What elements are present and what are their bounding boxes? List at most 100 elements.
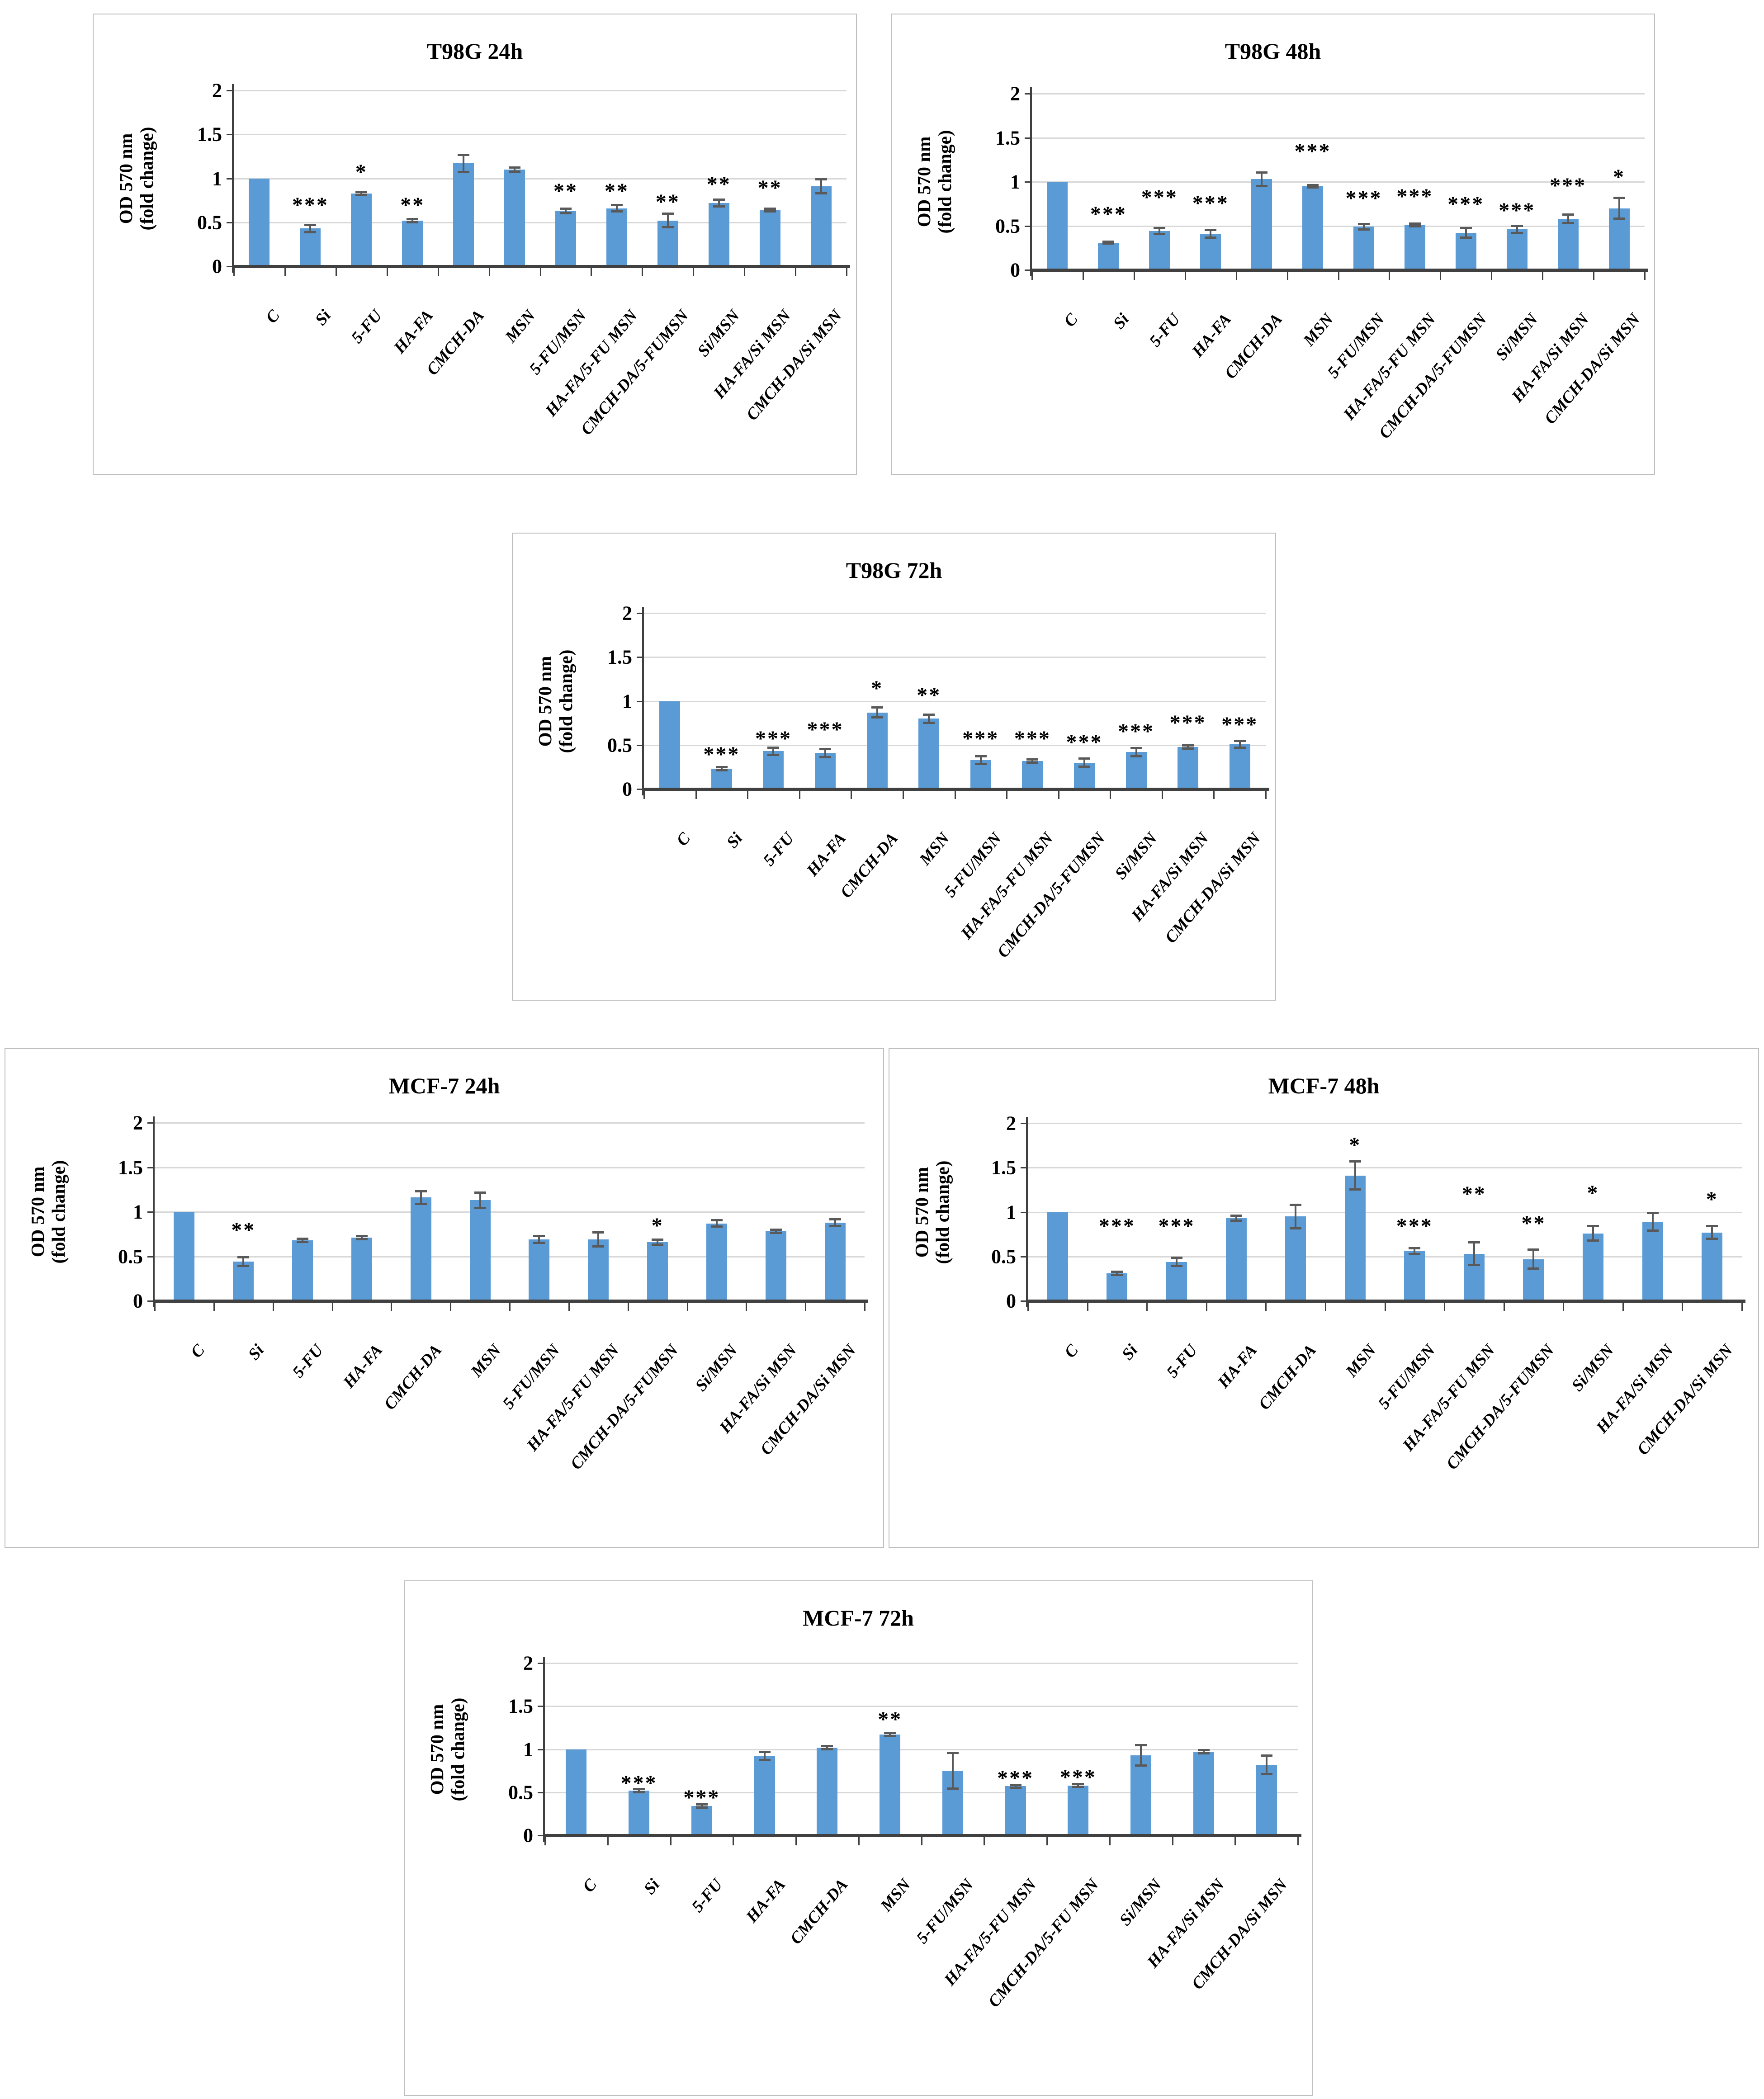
- error-bar: [1618, 198, 1620, 219]
- significance-stars: ***: [1014, 726, 1051, 751]
- chart-title: T98G 24h: [426, 38, 523, 64]
- x-category-label: C: [262, 306, 284, 327]
- significance-stars: ***: [1221, 712, 1258, 737]
- error-bar-cap-top: [1205, 229, 1217, 232]
- error-bar: [1116, 1272, 1118, 1275]
- error-bar: [1014, 1784, 1017, 1788]
- error-bar: [564, 208, 567, 214]
- error-bar-cap-top: [1111, 1271, 1123, 1273]
- bar-HA-FA/5-FU MSN: [606, 208, 627, 266]
- bar-CMCH-DA/Si MSN: [1229, 744, 1250, 789]
- error-bar-cap-bottom: [559, 212, 572, 215]
- x-tick-mark: [1087, 1301, 1088, 1311]
- error-bar-cap-top: [884, 1732, 896, 1735]
- y-tick-label: 2: [1010, 82, 1020, 105]
- bar-Si/MSN: [1130, 1755, 1152, 1835]
- y-tick-mark: [538, 1749, 545, 1750]
- x-tick-mark: [1297, 1835, 1299, 1845]
- x-tick-mark: [335, 266, 337, 276]
- x-tick-mark: [1161, 789, 1163, 799]
- x-tick-mark: [1265, 789, 1267, 799]
- error-bar-cap-bottom: [1349, 1188, 1361, 1191]
- y-tick-label: 1: [622, 690, 632, 712]
- gridline-y-1: [234, 178, 847, 180]
- error-bar-cap-bottom: [1170, 1265, 1182, 1267]
- x-tick-mark: [744, 266, 746, 276]
- x-tick-mark: [902, 789, 904, 799]
- y-tick-mark: [1025, 181, 1032, 183]
- error-bar-cap-bottom: [1009, 1787, 1022, 1789]
- significance-stars: ***: [962, 726, 999, 751]
- gridline-y-1.5: [155, 1167, 865, 1168]
- y-axis-title-line2: (fold change): [48, 1160, 69, 1264]
- error-bar-cap-bottom: [355, 194, 368, 196]
- x-tick-mark: [1682, 1301, 1684, 1311]
- x-category-label: 5-FU: [288, 1341, 327, 1381]
- y-tick-mark: [637, 613, 644, 614]
- error-bar-cap-top: [1078, 757, 1090, 760]
- significance-stars: ***: [1169, 710, 1206, 735]
- error-bar-cap-bottom: [1205, 236, 1217, 239]
- error-bar: [1567, 214, 1569, 223]
- bar-5-FU: [1149, 231, 1170, 270]
- x-tick-mark: [1133, 270, 1135, 280]
- x-tick-mark: [539, 266, 541, 276]
- x-category-label: MSN: [877, 1875, 915, 1915]
- y-tick-label: 1: [523, 1738, 533, 1760]
- x-category-label: Si: [312, 306, 335, 329]
- gridline-y-2: [545, 1663, 1298, 1664]
- y-tick-label: 0.5: [995, 215, 1020, 237]
- error-bar-cap-bottom: [815, 192, 827, 194]
- error-bar-cap-top: [1307, 184, 1319, 186]
- error-bar-cap-bottom: [1230, 1220, 1242, 1222]
- error-bar-cap-bottom: [509, 170, 521, 173]
- error-bar-cap-top: [695, 1803, 708, 1806]
- gridline-y-0.5: [234, 222, 847, 223]
- error-bar-cap-bottom: [1409, 225, 1421, 228]
- error-bar-cap-top: [974, 755, 987, 758]
- x-tick-mark: [1389, 270, 1390, 280]
- error-bar-cap-bottom: [1528, 1267, 1540, 1270]
- bar-CMCH-DA/5-FUMSN: [647, 1242, 668, 1301]
- bar-MSN: [469, 1200, 491, 1301]
- x-tick-mark: [695, 789, 697, 799]
- y-tick-label: 1: [133, 1201, 143, 1223]
- significance-stars: ***: [683, 1786, 720, 1810]
- y-tick-label: 0: [622, 778, 632, 800]
- bar-5-FU/MSN: [1353, 227, 1374, 270]
- bar-MSN: [504, 170, 525, 266]
- x-tick-mark: [954, 789, 956, 799]
- y-tick-mark: [227, 222, 234, 223]
- x-tick-mark: [437, 266, 439, 276]
- x-tick-mark: [1542, 270, 1544, 280]
- x-tick-mark: [1622, 1301, 1624, 1311]
- error-bar: [1362, 223, 1365, 230]
- gridline-y-0.5: [1032, 225, 1645, 227]
- y-tick-label: 0.5: [197, 211, 222, 234]
- x-category-label: HA-FA: [390, 306, 437, 357]
- chart-title: MCF-7 48h: [1268, 1073, 1380, 1098]
- error-bar-cap-top: [1613, 197, 1625, 199]
- gridline-y-2: [644, 613, 1266, 614]
- error-bar-cap-bottom: [1072, 1786, 1084, 1788]
- error-bar-cap-bottom: [884, 1735, 896, 1737]
- error-bar-cap-bottom: [1102, 242, 1115, 245]
- x-category-label: HA-FA: [1188, 310, 1235, 361]
- error-bar: [1077, 1783, 1079, 1787]
- x-category-label: HA-FA: [1214, 1341, 1261, 1392]
- x-tick-mark: [1741, 1301, 1743, 1311]
- significance-stars: **: [757, 175, 782, 200]
- y-tick-label: 2: [133, 1111, 143, 1134]
- error-bar-cap-top: [871, 706, 883, 709]
- x-category-label: CMCH-DA/5-FUMSN: [567, 1341, 682, 1474]
- error-bar: [1465, 228, 1467, 238]
- error-bar: [302, 1239, 304, 1242]
- significance-stars: ***: [1090, 202, 1127, 226]
- x-tick-mark: [1109, 1835, 1111, 1845]
- error-bar: [615, 204, 618, 212]
- error-bar-cap-top: [767, 746, 780, 749]
- significance-stars: **: [1521, 1211, 1546, 1235]
- y-tick-label: 1.5: [118, 1156, 143, 1178]
- bar-CMCH-DA: [1285, 1216, 1306, 1301]
- error-bar-cap-top: [1234, 740, 1246, 742]
